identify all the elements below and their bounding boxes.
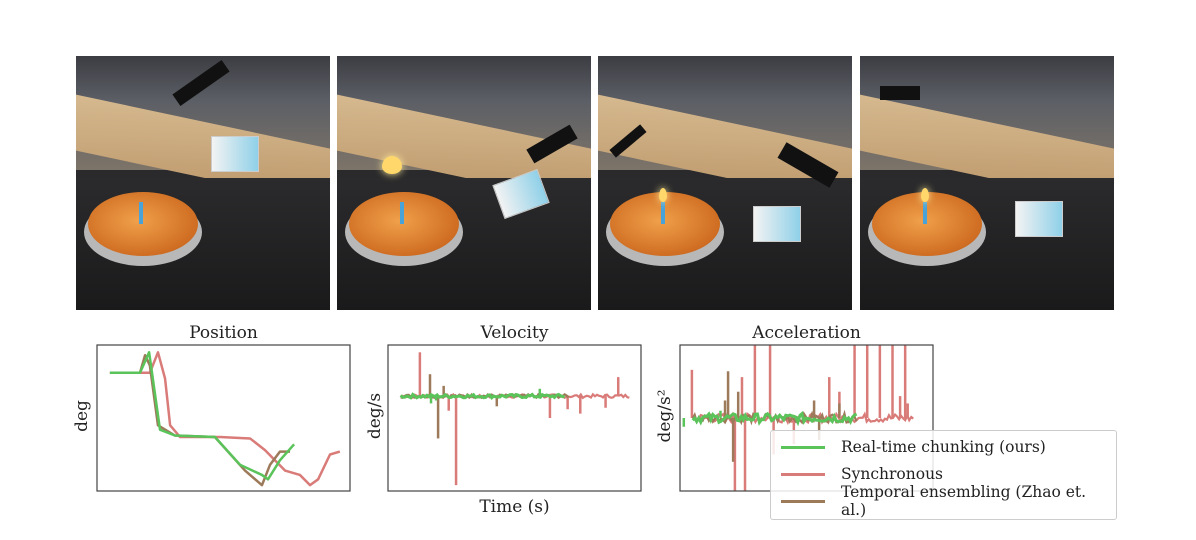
position-title: Position xyxy=(189,323,258,343)
velocity-title: Velocity xyxy=(480,323,549,343)
legend-swatch xyxy=(781,472,825,476)
legend-swatch xyxy=(781,445,825,449)
velocity-ylabel: deg/s xyxy=(365,392,385,440)
series-rtc xyxy=(399,392,565,400)
legend-item-rtc: Real-time chunking (ours) xyxy=(781,435,1046,459)
series-rtc xyxy=(109,351,296,481)
legend-label: Synchronous xyxy=(841,465,944,483)
legend-label: Temporal ensembling (Zhao et. al.) xyxy=(840,483,1087,519)
series-sync xyxy=(109,351,341,487)
photo-frame-3 xyxy=(598,56,852,310)
legend-item-te: Temporal ensembling (Zhao et. al.) xyxy=(781,483,1116,519)
acceleration-title: Acceleration xyxy=(752,323,861,343)
axes-frame xyxy=(96,344,351,492)
position-plot xyxy=(96,344,351,492)
acceleration-ylabel: deg/s² xyxy=(655,389,675,443)
legend-item-sync: Synchronous xyxy=(781,462,943,486)
legend-swatch xyxy=(781,499,825,503)
position-ylabel: deg xyxy=(72,400,92,432)
series-te xyxy=(109,353,291,487)
axes-frame xyxy=(387,344,642,492)
plot-area xyxy=(682,345,914,491)
velocity-xlabel: Time (s) xyxy=(479,497,550,517)
photo-frame-1 xyxy=(76,56,330,310)
legend: Real-time chunking (ours) Synchronous Te… xyxy=(770,430,1117,520)
plot-area xyxy=(109,351,341,487)
photo-frame-4 xyxy=(860,56,1114,310)
legend-label: Real-time chunking (ours) xyxy=(841,438,1046,456)
photo-frame-2 xyxy=(337,56,591,310)
plot-area xyxy=(399,352,630,486)
series-rtc xyxy=(691,410,858,427)
velocity-plot xyxy=(387,344,642,492)
